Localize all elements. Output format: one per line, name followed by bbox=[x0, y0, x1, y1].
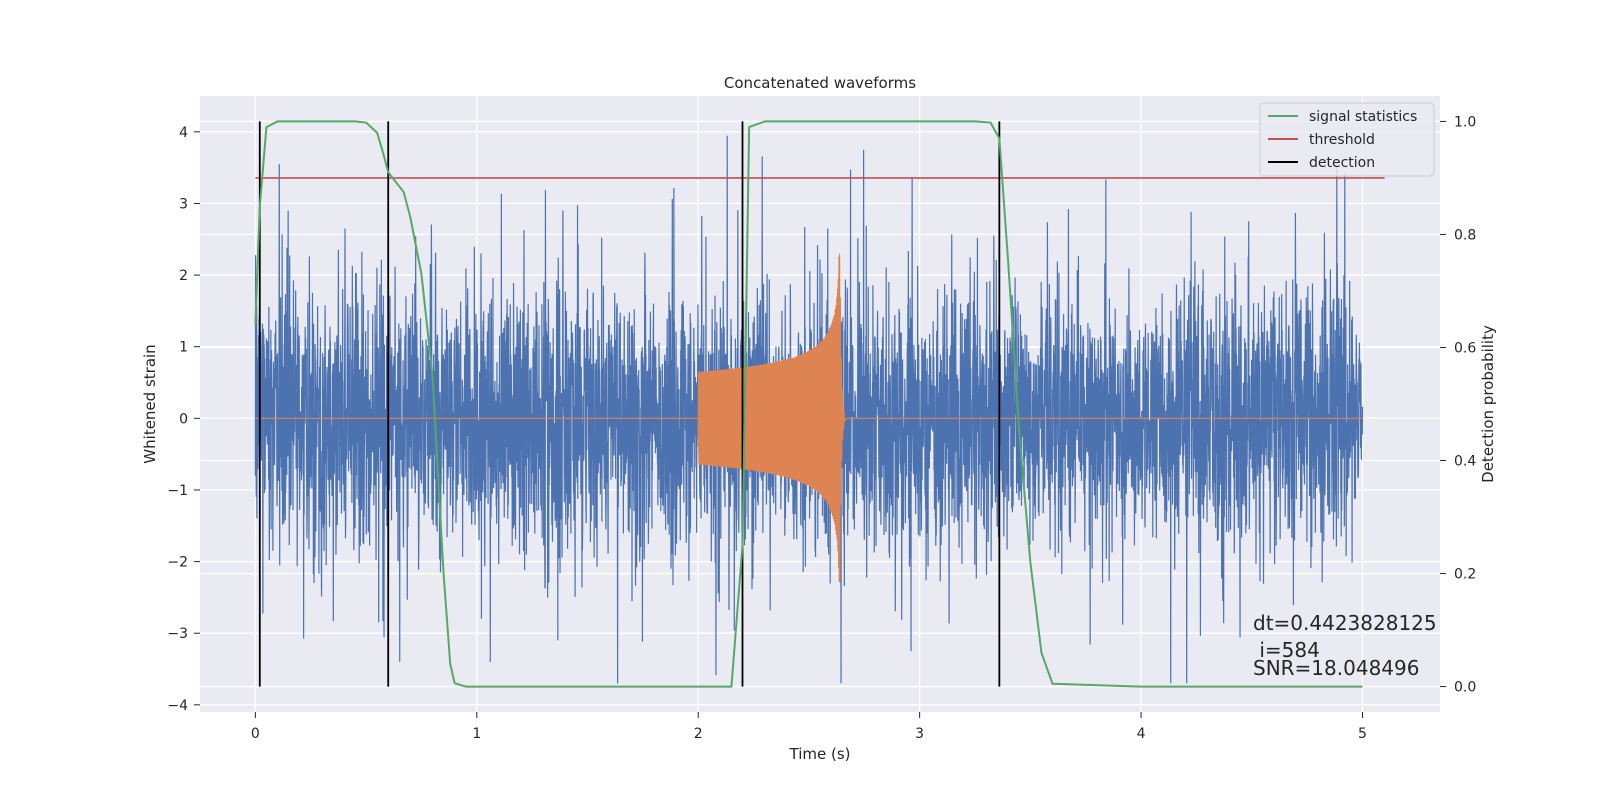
annotation-index: i=584 bbox=[1253, 638, 1320, 662]
y-right-tick-label-3: 0.6 bbox=[1454, 340, 1476, 356]
y-axis-right-label: Detection probability bbox=[1479, 325, 1497, 483]
legend-box bbox=[1259, 102, 1435, 177]
legend-label-detection: detection bbox=[1309, 155, 1375, 171]
y-tick-label-1: −3 bbox=[167, 626, 188, 642]
y-tick-label-7: 3 bbox=[179, 196, 188, 212]
annotation-dt: dt=0.4423828125 bbox=[1253, 611, 1437, 635]
x-tick-label-2: 2 bbox=[694, 726, 703, 742]
y-tick-label-5: 1 bbox=[179, 340, 188, 356]
y-right-tick-label-1: 0.2 bbox=[1454, 567, 1476, 583]
ticks: 0 1 2 3 4 5 −4 −3 −2 −1 0 1 2 3 4 0.0 0.2 0.4 0.6 0.8 1.0 bbox=[167, 114, 1476, 742]
y-tick-label-4: 0 bbox=[179, 411, 188, 427]
y-right-tick-label-2: 0.4 bbox=[1454, 454, 1476, 470]
x-tick-label-0: 0 bbox=[251, 726, 260, 742]
y-right-tick-label-5: 1.0 bbox=[1454, 114, 1476, 130]
y-tick-label-2: −2 bbox=[167, 555, 188, 571]
legend-label-threshold: threshold bbox=[1309, 132, 1375, 148]
legend-label-signal-statistics: signal statistics bbox=[1309, 109, 1417, 125]
injection-line bbox=[255, 253, 1363, 583]
y-axis-label: Whitened strain bbox=[141, 344, 159, 463]
y-tick-label-0: −4 bbox=[167, 698, 188, 714]
x-tick-label-3: 3 bbox=[915, 726, 924, 742]
x-axis-label: Time (s) bbox=[789, 745, 851, 763]
y-tick-label-3: −1 bbox=[167, 483, 188, 499]
y-tick-label-8: 4 bbox=[179, 125, 188, 141]
y-right-tick-label-0: 0.0 bbox=[1454, 680, 1476, 696]
chart-title: Concatenated waveforms bbox=[724, 74, 916, 92]
annotation-snr: SNR=18.048496 bbox=[1253, 656, 1419, 680]
legend: signal statistics threshold detection bbox=[1259, 102, 1435, 177]
series-injection bbox=[255, 253, 1363, 583]
x-tick-label-1: 1 bbox=[472, 726, 481, 742]
x-tick-label-5: 5 bbox=[1358, 726, 1367, 742]
series-signal-statistics bbox=[254, 120, 1363, 688]
x-tick-label-4: 4 bbox=[1137, 726, 1146, 742]
signal-statistics-line bbox=[254, 120, 1363, 688]
y-tick-label-6: 2 bbox=[179, 268, 188, 284]
y-right-tick-label-4: 0.8 bbox=[1454, 227, 1476, 243]
